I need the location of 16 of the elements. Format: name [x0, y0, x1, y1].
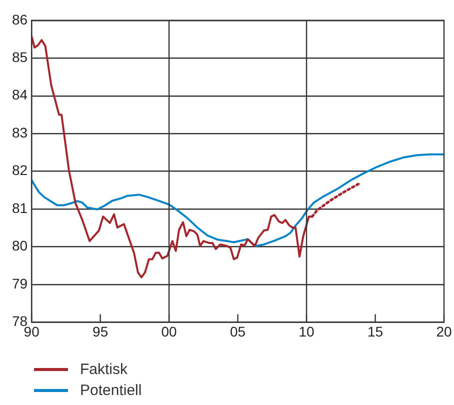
y-tick-label: 81 — [12, 200, 28, 216]
y-tick-label: 85 — [12, 48, 28, 65]
legend-label: Faktisk — [80, 361, 128, 378]
x-tick-label: 20 — [436, 323, 452, 340]
y-tick-label: 86 — [12, 11, 28, 28]
x-tick-label: 95 — [92, 323, 108, 340]
x-tick-label: 10 — [298, 323, 315, 340]
y-tick-label: 80 — [12, 238, 28, 254]
x-tick-label: 05 — [230, 323, 246, 340]
legend-label: Potentiell — [80, 382, 142, 399]
x-tick-label: 15 — [367, 323, 384, 340]
y-tick-label: 82 — [12, 162, 28, 178]
x-tick-label: 00 — [161, 323, 178, 340]
y-tick-label: 79 — [12, 275, 28, 292]
y-tick-label: 84 — [12, 86, 28, 103]
y-tick-label: 83 — [12, 124, 28, 140]
